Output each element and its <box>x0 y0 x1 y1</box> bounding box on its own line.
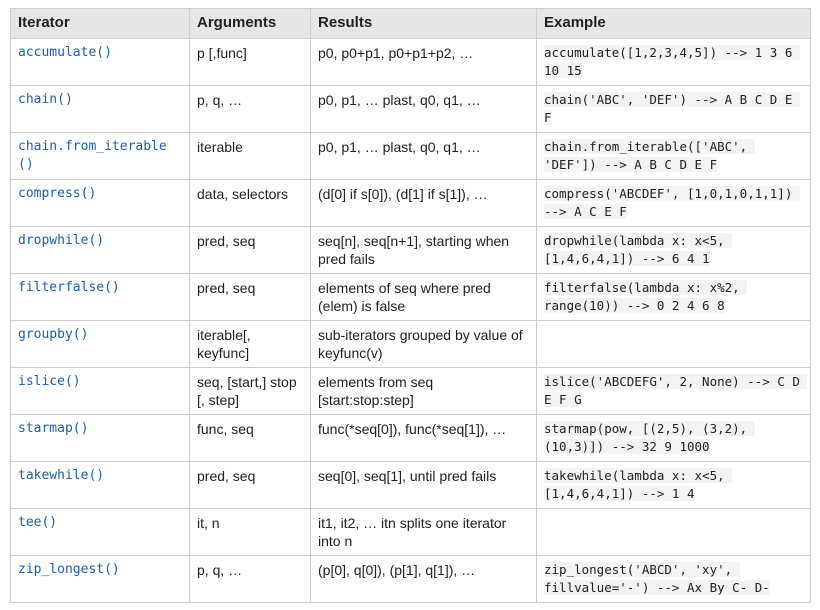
results-cell: func(*seq[0]), func(*seq[1]), … <box>310 414 537 462</box>
table-row: filterfalse() pred, seq elements of seq wh… <box>10 273 811 321</box>
iterator-cell: accumulate() <box>10 38 190 86</box>
arguments-cell: data, selectors <box>189 179 311 227</box>
example-code: starmap(pow, [(2,5), (3,2), (10,3)]) -->… <box>544 421 755 454</box>
arguments-cell: seq, [start,] stop [, step] <box>189 367 311 415</box>
example-cell: chain('ABC', 'DEF') --> A B C D E F <box>536 85 811 133</box>
arguments-cell: iterable <box>189 132 311 180</box>
table-body: accumulate() p [,func] p0, p0+p1, p0+p1+p2… <box>10 38 811 603</box>
table-row: takewhile() pred, seq seq[0], seq[1], unti… <box>10 461 811 509</box>
arguments-cell: p, q, … <box>189 555 311 603</box>
example-code: islice('ABCDEFG', 2, None) --> C D E F G <box>544 374 808 407</box>
iterator-link[interactable]: tee() <box>18 515 58 530</box>
arguments-cell: pred, seq <box>189 461 311 509</box>
arguments-cell: func, seq <box>189 414 311 462</box>
example-code: chain.from_iterable(['ABC', 'DEF']) --> … <box>544 139 755 172</box>
example-code: filterfalse(lambda x: x%2, range(10)) --… <box>544 280 748 313</box>
arguments-cell: it, n <box>189 508 311 556</box>
header-example: Example <box>536 8 811 39</box>
table-row: compress() data, selectors (d[0] if s[0]),… <box>10 179 811 227</box>
results-cell: (d[0] if s[0]), (d[1] if s[1]), … <box>310 179 537 227</box>
iterator-cell: filterfalse() <box>10 273 190 321</box>
iterator-link[interactable]: groupby() <box>18 327 89 342</box>
results-cell: (p[0], q[0]), (p[1], q[1]), … <box>310 555 537 603</box>
table-row: dropwhile() pred, seq seq[n], seq[n+1], st… <box>10 226 811 274</box>
table-row: chain.from_iterable() iterable p0, p1, … p… <box>10 132 811 180</box>
results-cell: sub-iterators grouped by value of keyfun… <box>310 320 537 368</box>
iterator-link[interactable]: zip_longest() <box>18 562 120 577</box>
example-code: compress('ABCDEF', [1,0,1,0,1,1]) --> A … <box>544 186 800 219</box>
iterator-link[interactable]: dropwhile() <box>18 233 105 248</box>
iterator-link[interactable]: starmap() <box>18 421 89 436</box>
header-results: Results <box>310 8 537 39</box>
itertools-table: Iterator Arguments Results Example accum… <box>10 8 811 603</box>
iterator-cell: groupby() <box>10 320 190 368</box>
example-code: zip_longest('ABCD', 'xy', fillvalue='-')… <box>544 562 770 595</box>
iterator-cell: chain() <box>10 85 190 133</box>
table-header: Iterator Arguments Results Example <box>10 8 811 39</box>
example-cell <box>536 508 811 556</box>
example-code: takewhile(lambda x: x<5, [1,4,6,4,1]) --… <box>544 468 733 501</box>
iterator-link[interactable]: filterfalse() <box>18 280 120 295</box>
example-cell: compress('ABCDEF', [1,0,1,0,1,1]) --> A … <box>536 179 811 227</box>
iterator-cell: chain.from_iterable() <box>10 132 190 180</box>
example-cell <box>536 320 811 368</box>
table-row: groupby() iterable[, keyfunc] sub-iterator… <box>10 320 811 368</box>
arguments-cell: p [,func] <box>189 38 311 86</box>
results-cell: p0, p1, … plast, q0, q1, … <box>310 132 537 180</box>
iterator-cell: compress() <box>10 179 190 227</box>
header-iterator: Iterator <box>10 8 190 39</box>
results-cell: elements from seq [start:stop:step] <box>310 367 537 415</box>
table-row: chain() p, q, … p0, p1, … plast, q0, q1, …… <box>10 85 811 133</box>
iterator-cell: tee() <box>10 508 190 556</box>
arguments-cell: pred, seq <box>189 226 311 274</box>
example-code: dropwhile(lambda x: x<5, [1,4,6,4,1]) --… <box>544 233 733 266</box>
table-row: accumulate() p [,func] p0, p0+p1, p0+p1+p2… <box>10 38 811 86</box>
table-row: zip_longest() p, q, … (p[0], q[0]), (p[1],… <box>10 555 811 603</box>
table-row: starmap() func, seq func(*seq[0]), func(*s… <box>10 414 811 462</box>
example-cell: filterfalse(lambda x: x%2, range(10)) --… <box>536 273 811 321</box>
example-cell: islice('ABCDEFG', 2, None) --> C D E F G <box>536 367 811 415</box>
results-cell: seq[0], seq[1], until pred fails <box>310 461 537 509</box>
results-cell: p0, p1, … plast, q0, q1, … <box>310 85 537 133</box>
iterator-link[interactable]: takewhile() <box>18 468 105 483</box>
example-cell: starmap(pow, [(2,5), (3,2), (10,3)]) -->… <box>536 414 811 462</box>
iterator-link[interactable]: compress() <box>18 186 97 201</box>
example-cell: zip_longest('ABCD', 'xy', fillvalue='-')… <box>536 555 811 603</box>
results-cell: p0, p0+p1, p0+p1+p2, … <box>310 38 537 86</box>
results-cell: seq[n], seq[n+1], starting when pred fai… <box>310 226 537 274</box>
arguments-cell: p, q, … <box>189 85 311 133</box>
iterator-cell: zip_longest() <box>10 555 190 603</box>
example-cell: chain.from_iterable(['ABC', 'DEF']) --> … <box>536 132 811 180</box>
header-arguments: Arguments <box>189 8 311 39</box>
example-cell: dropwhile(lambda x: x<5, [1,4,6,4,1]) --… <box>536 226 811 274</box>
arguments-cell: iterable[, keyfunc] <box>189 320 311 368</box>
results-cell: elements of seq where pred (elem) is fal… <box>310 273 537 321</box>
iterator-cell: islice() <box>10 367 190 415</box>
iterator-link[interactable]: chain.from_iterable() <box>18 139 167 172</box>
table-row: tee() it, n it1, it2, … itn splits one ite… <box>10 508 811 556</box>
example-code: chain('ABC', 'DEF') --> A B C D E F <box>544 92 800 125</box>
iterator-cell: dropwhile() <box>10 226 190 274</box>
iterator-link[interactable]: chain() <box>18 92 73 107</box>
arguments-cell: pred, seq <box>189 273 311 321</box>
header-row: Iterator Arguments Results Example <box>10 8 811 39</box>
iterator-link[interactable]: accumulate() <box>18 45 112 60</box>
example-code: accumulate([1,2,3,4,5]) --> 1 3 6 10 15 <box>544 45 800 78</box>
example-cell: accumulate([1,2,3,4,5]) --> 1 3 6 10 15 <box>536 38 811 86</box>
example-cell: takewhile(lambda x: x<5, [1,4,6,4,1]) --… <box>536 461 811 509</box>
iterator-link[interactable]: islice() <box>18 374 81 389</box>
results-cell: it1, it2, … itn splits one iterator into… <box>310 508 537 556</box>
iterator-cell: takewhile() <box>10 461 190 509</box>
iterator-cell: starmap() <box>10 414 190 462</box>
table-row: islice() seq, [start,] stop [, step] eleme… <box>10 367 811 415</box>
